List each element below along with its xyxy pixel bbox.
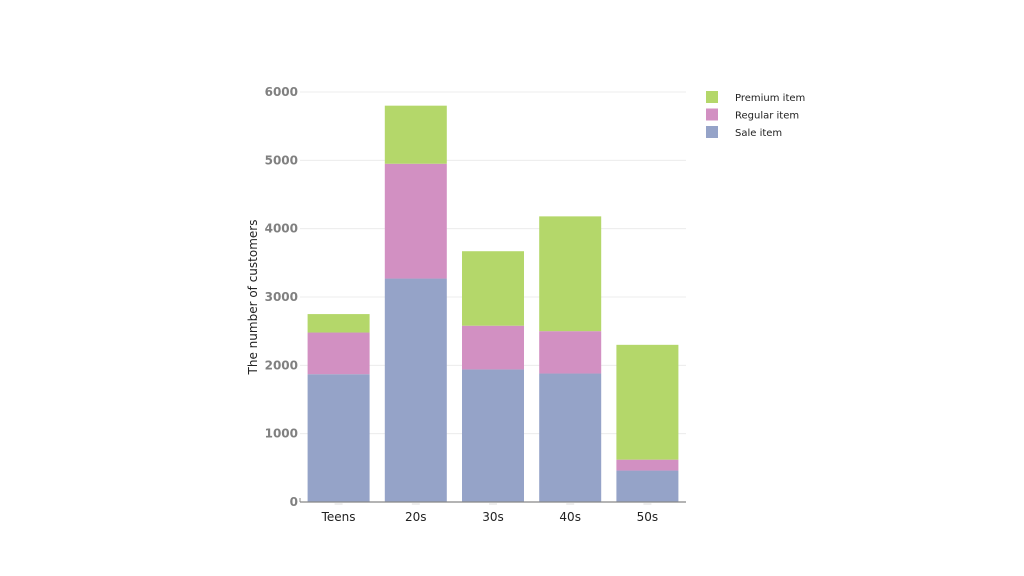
bar-segment xyxy=(384,163,447,279)
x-tick-label: 30s xyxy=(482,510,504,524)
y-tick-label: 0 xyxy=(290,495,298,509)
bar-segment xyxy=(539,216,602,332)
bar-segment xyxy=(462,251,524,326)
bar-segment xyxy=(462,325,524,370)
x-tick-label: 40s xyxy=(559,510,581,524)
y-tick-label: 1000 xyxy=(265,427,298,441)
bar-segment xyxy=(462,369,524,502)
y-axis-title: The number of customers xyxy=(246,220,260,376)
bar-segment xyxy=(307,332,370,375)
bar-segment xyxy=(616,470,679,502)
x-tick-label: Teens xyxy=(321,510,356,524)
y-tick-label: 3000 xyxy=(265,290,298,304)
bar-segment xyxy=(384,278,447,502)
x-tick-label: 20s xyxy=(405,510,427,524)
bar-segment xyxy=(616,459,679,471)
legend-label: Premium item xyxy=(735,93,805,104)
legend-swatch xyxy=(706,91,718,103)
legend-swatch xyxy=(706,126,718,138)
bar-segment xyxy=(307,374,370,502)
x-tick-label: 50s xyxy=(637,510,659,524)
axes: 0 1000 2000 3000 4000 5000 6000 Teens 20s 30s 40s 5… xyxy=(265,85,686,524)
bar-segment xyxy=(307,314,370,333)
bar-segment xyxy=(539,373,602,502)
bar-segment xyxy=(384,105,447,164)
bar-segment xyxy=(616,344,679,460)
y-tick-label: 5000 xyxy=(265,153,298,167)
bar-segment xyxy=(539,331,602,374)
legend-label: Regular item xyxy=(735,111,799,122)
y-tick-label: 2000 xyxy=(265,358,298,372)
legend: Premium item Regular item Sale item xyxy=(706,91,805,139)
legend-swatch xyxy=(706,108,718,121)
y-tick-label: 4000 xyxy=(265,222,298,236)
legend-label: Sale item xyxy=(735,128,782,139)
bars xyxy=(307,105,679,502)
y-tick-label: 6000 xyxy=(265,85,298,99)
